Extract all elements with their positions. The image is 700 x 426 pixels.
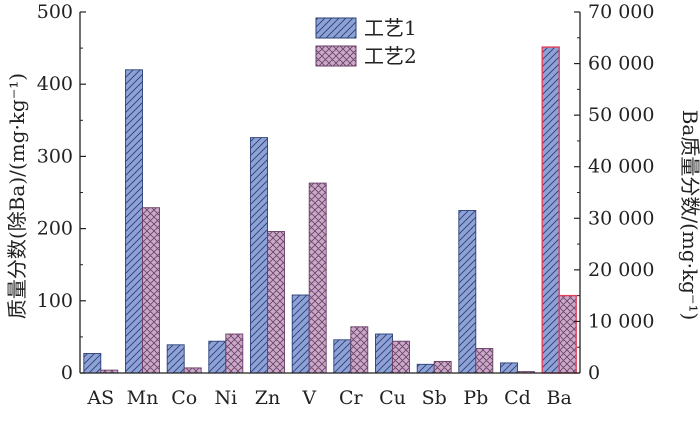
bar-ba-series-2 <box>558 294 577 374</box>
y-tick-label-100: 100 <box>37 290 73 312</box>
y-tick-label-400: 400 <box>37 73 73 95</box>
bars-layer <box>83 46 577 374</box>
bar-sb-series-1 <box>416 363 435 374</box>
bar-as-series-1 <box>83 353 102 374</box>
bar-cd-series-1 <box>500 362 518 374</box>
bar-mn-series-2 <box>142 207 160 374</box>
y-axis-title: 质量分数(除Ba)/(mg·kg⁻¹) <box>5 73 29 319</box>
x-tick-label-mn: Mn <box>127 387 159 409</box>
legend-label-series-1: 工艺1 <box>364 16 417 40</box>
y-tick-label-500: 500 <box>37 1 73 23</box>
bar-co-series-2 <box>183 367 202 374</box>
x-tick-label-cu: Cu <box>379 387 406 409</box>
x-tick-label-pb: Pb <box>463 387 488 409</box>
y2-tick-label-10000: 10 000 <box>588 310 654 332</box>
y2-axis-title: Ba质量分数/(mg·kg⁻¹) <box>678 110 700 321</box>
bar-ba-series-1 <box>541 46 560 374</box>
bar-v-series-2 <box>308 182 327 374</box>
bar-ni-series-2 <box>225 333 244 374</box>
bar-zn-series-2 <box>267 231 285 374</box>
y2-tick-label-40000: 40 000 <box>588 156 654 178</box>
bar-cu-series-1 <box>375 333 393 374</box>
y2-tick-label-30000: 30 000 <box>588 207 654 229</box>
y-tick-label-200: 200 <box>37 218 73 240</box>
y2-tick-label-70000: 70 000 <box>588 1 654 23</box>
y-tick-label-0: 0 <box>61 362 73 384</box>
legend-swatch-series-2 <box>315 45 357 67</box>
legend-label-series-2: 工艺2 <box>364 44 417 68</box>
bar-cu-series-2 <box>392 340 410 374</box>
x-tick-label-zn: Zn <box>255 387 280 409</box>
x-tick-label-cr: Cr <box>339 387 364 409</box>
legend-swatch-series-1 <box>315 17 357 39</box>
x-tick-label-ba: Ba <box>547 387 572 409</box>
bar-ni-series-1 <box>208 340 227 374</box>
x-tick-label-v: V <box>301 387 316 409</box>
x-tick-label-ni: Ni <box>214 387 237 409</box>
y2-tick-label-50000: 50 000 <box>588 104 654 126</box>
bar-pb-series-2 <box>475 348 494 374</box>
x-tick-label-co: Co <box>171 387 197 409</box>
bar-v-series-1 <box>291 294 310 374</box>
x-tick-label-cd: Cd <box>504 387 531 409</box>
y-tick-label-300: 300 <box>37 145 73 167</box>
axes-layer: AS Mn Co Ni Zn V Cr Cu Sb Pb Cd Ba 0 100 200 300 400 500 0… <box>37 1 655 409</box>
x-tick-label-as: AS <box>86 387 114 409</box>
y2-tick-label-20000: 20 000 <box>588 259 654 281</box>
x-tick-label-sb: Sb <box>422 387 447 409</box>
legend: 工艺1 工艺2 <box>315 16 417 68</box>
bar-pb-series-1 <box>458 210 477 374</box>
bar-sb-series-2 <box>433 360 452 374</box>
y2-tick-label-0: 0 <box>588 362 600 384</box>
bar-zn-series-1 <box>250 137 268 374</box>
y2-tick-label-60000: 60 000 <box>588 53 654 75</box>
bar-cr-series-2 <box>350 326 369 374</box>
bar-mn-series-1 <box>125 69 143 374</box>
bar-co-series-1 <box>166 344 185 374</box>
bar-cr-series-1 <box>333 339 352 374</box>
